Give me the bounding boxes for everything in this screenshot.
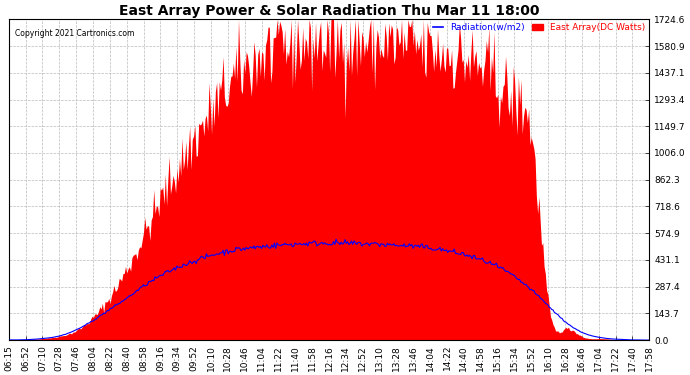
Legend: Radiation(w/m2), East Array(DC Watts): Radiation(w/m2), East Array(DC Watts) [429, 20, 649, 36]
Text: Copyright 2021 Cartronics.com: Copyright 2021 Cartronics.com [15, 29, 135, 38]
Title: East Array Power & Solar Radiation Thu Mar 11 18:00: East Array Power & Solar Radiation Thu M… [119, 4, 540, 18]
